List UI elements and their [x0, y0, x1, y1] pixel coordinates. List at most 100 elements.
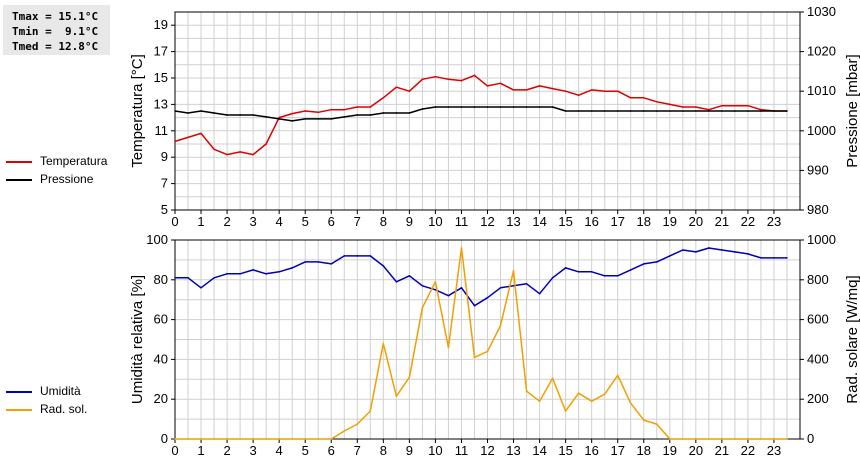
series-pressione-point [655, 110, 658, 112]
series-umidit-point [590, 271, 593, 273]
bottom-xtick-label: 11 [455, 443, 469, 458]
series-temperatura-point [356, 106, 359, 108]
top-y2tick-label: 980 [807, 202, 829, 217]
bottom-y2tick-label: 400 [807, 351, 829, 366]
legend-temperatura-label: Temperatura [40, 154, 108, 168]
series-umidit-point [226, 273, 228, 275]
series-pressione-point [369, 114, 372, 116]
series-temperatura-point [330, 108, 333, 111]
series-rad-sol-point [616, 374, 619, 377]
series-temperatura-point [382, 97, 385, 99]
bottom-y2tick-label: 0 [807, 431, 814, 446]
bottom-xtick-label: 16 [584, 443, 598, 458]
series-umidit-point [747, 253, 749, 255]
top-xtick-label: 23 [767, 214, 781, 229]
series-umidit-point [174, 277, 176, 279]
series-pressione-point [447, 106, 450, 108]
series-umidit-point [213, 277, 215, 279]
bottom-ytick-label: 100 [146, 232, 168, 247]
series-temperatura-point [577, 94, 580, 96]
bottom-ytick-label: 40 [154, 351, 168, 366]
series-temperatura-point [499, 82, 502, 85]
series-temperatura-point [473, 74, 476, 77]
series-temperatura-point [200, 132, 202, 135]
series-temperatura-point [695, 106, 697, 108]
series-temperatura-point [174, 140, 176, 143]
series-pressione-point [734, 110, 736, 112]
series-rad-sol-point [603, 393, 606, 396]
series-temperatura-point [642, 97, 645, 99]
series-rad-sol-point [473, 356, 476, 359]
series-pressione-point [382, 112, 385, 114]
series-temperatura-point [747, 104, 749, 107]
series-rad-sol-point [226, 438, 228, 440]
series-temperatura-point [213, 148, 215, 151]
series-temperatura-point [265, 143, 267, 145]
bottom-xtick-label: 23 [767, 443, 781, 458]
series-rad-sol-point [369, 410, 372, 412]
series-umidit-point [187, 277, 189, 279]
bottom-xtick-label: 13 [506, 443, 520, 458]
top-xtick-label: 19 [663, 214, 677, 229]
bottom-xtick-label: 5 [302, 443, 309, 458]
series-temperatura-point [668, 103, 671, 106]
top-ytick-label: 19 [154, 17, 168, 32]
bottom-y2tick-label: 200 [807, 391, 829, 406]
series-umidit-point [239, 273, 241, 275]
series-temperatura-point [760, 108, 762, 111]
series-pressione-point [395, 112, 398, 114]
series-temperatura-point [226, 153, 228, 156]
top-xtick-label: 4 [276, 214, 283, 229]
pressione-swatch [6, 179, 32, 181]
top-y2tick-label: 1010 [807, 83, 836, 98]
series-pressione-point [525, 106, 528, 108]
bottom-xtick-label: 19 [663, 443, 677, 458]
series-pressione-point [747, 110, 749, 112]
series-pressione-point [486, 106, 489, 108]
series-rad-sol-point [747, 438, 749, 440]
series-umidit-point [551, 277, 554, 279]
series-temperatura-point [291, 112, 293, 115]
series-temperatura-point [317, 111, 320, 114]
series-pressione-point [682, 110, 684, 112]
series-umidit-line [175, 247, 787, 307]
series-rad-sol-point [187, 438, 189, 440]
series-pressione-point [460, 106, 463, 108]
series-umidit-point [252, 269, 254, 271]
series-umidit-point [629, 269, 632, 271]
series-umidit-point [343, 255, 346, 257]
bottom-xtick-label: 1 [197, 443, 204, 458]
series-pressione-point [629, 110, 632, 112]
top-xtick-label: 12 [480, 214, 494, 229]
series-rad-sol-point [278, 438, 280, 440]
series-umidit-point [564, 267, 567, 269]
series-pressione-point [187, 112, 189, 114]
bottom-xtick-label: 15 [558, 443, 572, 458]
series-umidit-point [395, 280, 398, 283]
series-rad-sol-point [317, 438, 320, 440]
top-y2tick-label: 990 [807, 162, 829, 177]
series-umidit-point [616, 275, 619, 277]
bottom-xtick-label: 22 [741, 443, 755, 458]
top-xtick-label: 21 [715, 214, 729, 229]
tmax-stat: Tmax = 15.1°C [12, 10, 99, 23]
series-rad-sol-point [382, 342, 385, 345]
bottom-xtick-label: 8 [380, 443, 387, 458]
bottom-ytick-label: 20 [154, 391, 168, 406]
top-xtick-label: 5 [302, 214, 309, 229]
series-rad-sol-point [499, 324, 502, 327]
series-rad-sol-point [512, 270, 515, 272]
series-pressione-point [551, 106, 554, 108]
series-rad-sol-point [642, 419, 645, 421]
series-umidit-point [408, 275, 411, 277]
top-xtick-label: 18 [637, 214, 651, 229]
series-temperatura-point [734, 104, 736, 107]
series-pressione-point [434, 106, 437, 108]
series-temperatura-point [721, 104, 723, 107]
series-pressione-point [773, 110, 775, 112]
bottom-xtick-label: 6 [328, 443, 335, 458]
bottom-xtick-label: 17 [610, 443, 624, 458]
series-rad-sol-point [291, 438, 293, 440]
series-pressione-point [760, 110, 762, 112]
top-xtick-label: 17 [610, 214, 624, 229]
